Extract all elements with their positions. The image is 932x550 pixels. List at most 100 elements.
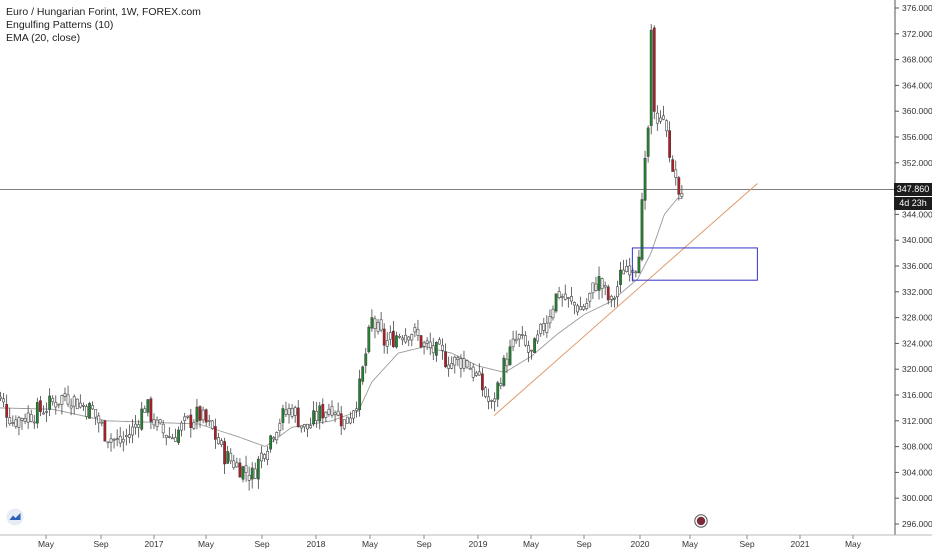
candle[interactable] [428,332,432,356]
candle[interactable] [431,338,435,361]
candle[interactable] [42,405,45,415]
candle[interactable] [407,336,411,347]
candle[interactable] [321,398,325,425]
candle[interactable] [167,427,171,439]
candle[interactable] [0,391,2,401]
candle[interactable] [275,431,279,445]
candle[interactable] [579,296,583,311]
candle[interactable] [459,354,463,378]
candle[interactable] [616,280,619,307]
candle[interactable] [256,456,260,489]
candle[interactable] [207,414,211,427]
candle[interactable] [367,324,371,354]
candle[interactable] [75,398,79,410]
candle[interactable] [523,331,527,347]
candle[interactable] [634,270,638,278]
candle[interactable] [382,323,386,354]
candle[interactable] [244,455,248,482]
candle[interactable] [662,105,665,121]
candle[interactable] [204,408,208,427]
candle[interactable] [649,24,653,135]
candle[interactable] [97,412,101,433]
candle[interactable] [643,150,647,210]
candle[interactable] [210,419,214,431]
candle[interactable] [422,340,426,355]
candle[interactable] [566,296,570,308]
candle[interactable] [542,317,546,336]
candle[interactable] [493,392,497,412]
candle[interactable] [48,388,52,417]
candle[interactable] [582,303,586,311]
candle[interactable] [195,398,199,430]
candle[interactable] [441,338,444,360]
candle[interactable] [646,125,650,163]
candle[interactable] [100,419,104,427]
candle[interactable] [527,340,530,363]
candle[interactable] [505,352,509,374]
candle[interactable] [490,399,494,409]
candle[interactable] [434,341,438,362]
candle[interactable] [520,325,524,340]
candle[interactable] [477,363,481,376]
candle[interactable] [606,284,610,305]
candle[interactable] [158,418,162,425]
candle[interactable] [677,175,681,201]
candle[interactable] [14,415,18,429]
candle[interactable] [628,257,632,282]
candle[interactable] [352,409,355,424]
candle[interactable] [453,355,457,374]
candle[interactable] [241,465,245,483]
candle[interactable] [545,315,549,338]
candle[interactable] [456,355,460,367]
candle[interactable] [557,286,561,300]
candle[interactable] [385,332,389,355]
candle[interactable] [361,365,365,385]
candle[interactable] [655,105,659,132]
candle[interactable] [217,432,220,445]
candle[interactable] [471,363,475,382]
candle[interactable] [94,409,98,425]
candle[interactable] [594,276,598,292]
candle[interactable] [229,448,233,465]
candle[interactable] [140,401,144,431]
candle[interactable] [536,330,540,345]
candle[interactable] [69,398,73,416]
candle[interactable] [164,434,168,446]
candle[interactable] [309,417,312,429]
candle[interactable] [124,428,128,446]
candle[interactable] [171,433,174,440]
candle[interactable] [398,333,401,339]
candle[interactable] [342,419,346,431]
candle[interactable] [223,437,226,475]
candle[interactable] [480,367,484,397]
candle[interactable] [57,403,61,409]
candle[interactable] [447,356,451,377]
candle[interactable] [247,466,251,491]
candle[interactable] [462,350,466,372]
candle[interactable] [468,362,472,370]
candle[interactable] [551,305,555,321]
candle[interactable] [2,393,5,407]
candle[interactable] [32,414,36,429]
candle[interactable] [585,298,589,311]
candle[interactable] [588,292,592,308]
candle[interactable] [622,259,625,275]
candle[interactable] [496,380,500,407]
symbol-title[interactable]: Euro / Hungarian Forint, 1W, FOREX.com [6,6,201,18]
candle[interactable] [370,309,374,332]
candle[interactable] [612,295,616,308]
candle[interactable] [284,401,288,418]
candle[interactable] [336,402,340,417]
candle[interactable] [174,428,177,442]
candle[interactable] [668,121,672,163]
candle[interactable] [281,404,285,431]
candle[interactable] [23,413,27,425]
candle[interactable] [260,446,263,469]
candle[interactable] [226,445,230,464]
candle[interactable] [146,399,150,417]
candle[interactable] [29,409,33,423]
candle[interactable] [413,323,417,338]
candle[interactable] [186,415,190,420]
candle[interactable] [339,405,343,435]
candle[interactable] [416,319,420,341]
